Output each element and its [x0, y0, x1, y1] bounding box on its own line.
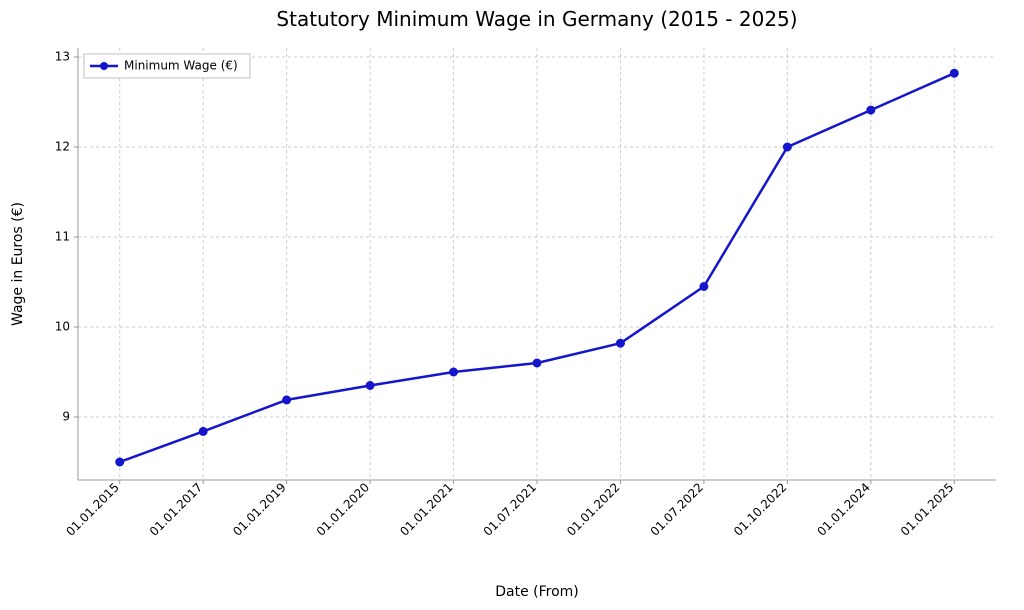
y-tick-label: 10: [55, 320, 70, 334]
chart-title: Statutory Minimum Wage in Germany (2015 …: [276, 7, 797, 31]
chart-container: 91011121301.01.201501.01.201701.01.20190…: [0, 0, 1024, 610]
x-ticks: 01.01.2015 01.01.2017 01.01.2019 01.01.2020…: [63, 480, 956, 539]
legend-label: Minimum Wage (€): [124, 59, 238, 73]
data-point: [366, 382, 374, 390]
legend: Minimum Wage (€): [84, 54, 250, 78]
data-point: [116, 458, 124, 466]
data-point: [783, 143, 791, 151]
y-tick-label: 13: [55, 50, 70, 64]
x-axis-label: Date (From): [495, 584, 579, 600]
x-tick-label: 01.01.2017: [147, 480, 205, 538]
data-point: [533, 359, 541, 367]
y-axis-label: Wage in Euros (€): [10, 202, 26, 326]
data-point: [616, 339, 624, 347]
data-point: [199, 427, 207, 435]
data-point: [950, 69, 958, 77]
y-tick-label: 11: [55, 230, 70, 244]
x-tick-label: 01.01.2019: [230, 480, 288, 538]
y-tick-label: 9: [62, 410, 70, 424]
x-tick-label: 01.07.2021: [481, 480, 539, 538]
data-point: [700, 283, 708, 291]
y-tick-label: 12: [55, 140, 70, 154]
y-ticks: 9 10 11 12 13: [55, 50, 78, 424]
data-point: [867, 106, 875, 114]
x-tick-label: 01.01.2015: [63, 480, 121, 538]
x-tick-label: 01.01.2024: [814, 480, 872, 538]
x-tick-label: 01.07.2022: [648, 480, 706, 538]
x-tick-label: 01.10.2022: [731, 480, 789, 538]
x-tick-label: 01.01.2021: [397, 480, 455, 538]
data-point: [283, 396, 291, 404]
x-tick-label: 01.01.2025: [898, 480, 956, 538]
x-tick-label: 01.01.2022: [564, 480, 622, 538]
minimum-wage-line-chart: 91011121301.01.201501.01.201701.01.20190…: [0, 0, 1024, 610]
data-point: [450, 368, 458, 376]
x-tick-label: 01.01.2020: [314, 480, 372, 538]
